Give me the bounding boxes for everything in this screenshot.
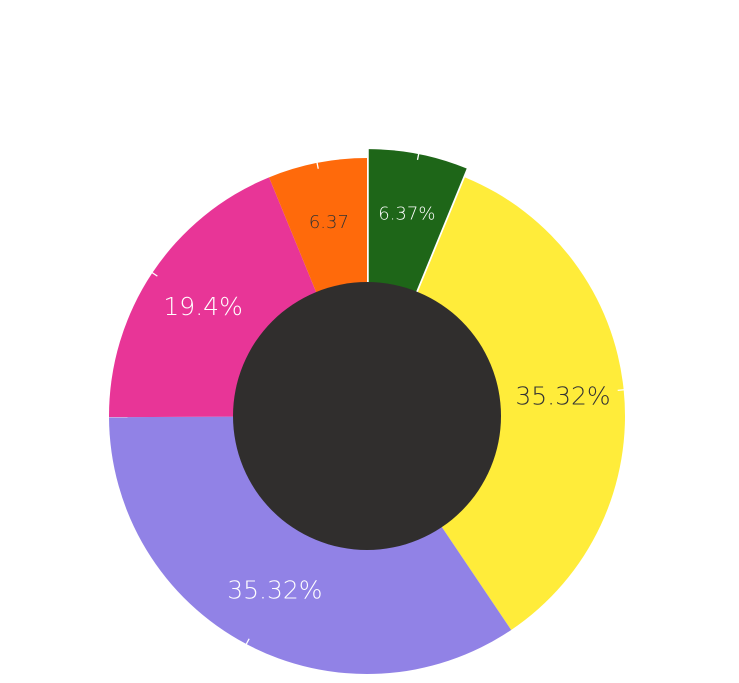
slice-label-3: 35.32% — [227, 576, 322, 605]
slice-label-1: 6.37% — [378, 203, 435, 224]
donut-hole — [233, 282, 501, 550]
slice-tick-4 — [148, 270, 158, 277]
slice-label-4: 19.4% — [163, 292, 242, 321]
slice-tick-5 — [315, 158, 319, 169]
slice-label-2: 35.32% — [515, 381, 610, 410]
slice-tick-2 — [617, 388, 628, 392]
slice-tick-1 — [416, 149, 421, 161]
slice-label-5: 6.37 — [309, 212, 349, 233]
slices-group — [108, 149, 625, 674]
slice-tick-3 — [243, 638, 250, 648]
slice-labels-group: 6.37% 35.32% 35.32% 19.4% 6.37 — [163, 203, 610, 604]
label-ticks-group — [148, 149, 628, 648]
donut-slice-3 — [109, 416, 512, 674]
